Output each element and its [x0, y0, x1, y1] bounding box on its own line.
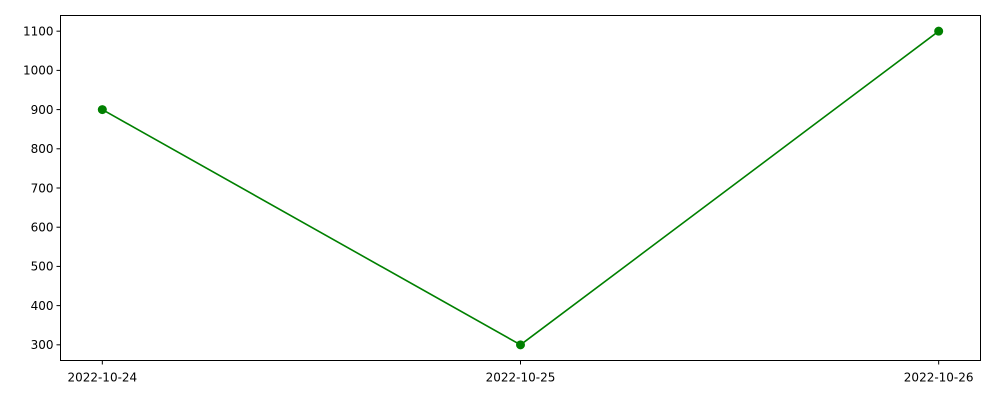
y-tick-label: 900 — [31, 103, 54, 117]
data-point-marker — [934, 26, 944, 36]
y-tick-label: 300 — [31, 338, 54, 352]
y-tick-label: 400 — [31, 299, 54, 313]
x-tick-label: 2022-10-24 — [67, 371, 137, 385]
x-tick-label: 2022-10-25 — [486, 371, 556, 385]
y-tick-label: 1100 — [23, 24, 54, 38]
y-tick-label: 700 — [31, 181, 54, 195]
plot-frame — [60, 15, 981, 361]
data-point-marker — [516, 340, 525, 350]
series-line — [101, 30, 940, 346]
y-tick-label: 600 — [31, 221, 54, 235]
y-tick-label: 500 — [31, 260, 54, 274]
x-axis-ticks: 2022-10-24 2022-10-25 2022-10-26 — [67, 360, 974, 385]
y-tick-label: 800 — [31, 142, 54, 156]
y-tick-label: 1000 — [23, 64, 54, 78]
data-point-marker — [97, 105, 107, 115]
series-layer — [97, 26, 944, 350]
y-axis-ticks: 300 400 500 600 700 800 900 1000 1100 — [23, 24, 61, 352]
x-tick-label: 2022-10-26 — [904, 371, 974, 385]
